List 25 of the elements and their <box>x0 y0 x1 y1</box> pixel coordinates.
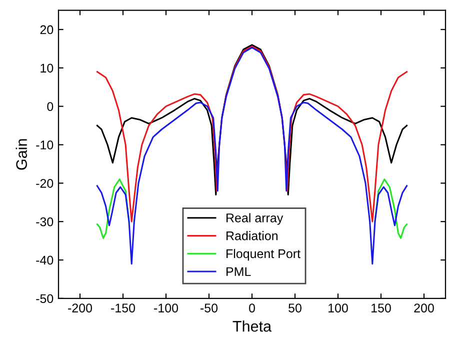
y-tick-label: -30 <box>36 217 54 226</box>
x-tick-label: 50 <box>288 304 302 312</box>
x-tick-label: 150 <box>372 304 391 312</box>
x-tick-label: 0 <box>249 304 255 312</box>
y-tick-label: -10 <box>36 140 54 150</box>
y-tick-label: -20 <box>36 178 54 188</box>
legend-label: Real array <box>226 213 284 225</box>
y-tick-label: 10 <box>40 64 54 73</box>
legend-label: Floquent Port <box>226 248 300 261</box>
x-tick-label: -200 <box>68 304 92 312</box>
y-tick-label: -50 <box>36 294 54 304</box>
y-tick-label: -40 <box>36 256 54 265</box>
y-tick-label: 20 <box>40 25 54 34</box>
line-series <box>96 44 408 196</box>
legend-label: PML <box>226 267 251 276</box>
x-tick-label: -150 <box>111 304 136 312</box>
x-tick-label: 200 <box>414 304 434 312</box>
y-tick-label: 0 <box>47 102 54 111</box>
legend-label: Radiation <box>226 231 278 240</box>
x-tick-label: 100 <box>328 304 348 312</box>
line-series <box>96 46 408 265</box>
x-tick-label: -50 <box>200 304 218 312</box>
x-axis-title: Theta <box>232 320 272 332</box>
y-axis-title: Gain <box>16 139 27 170</box>
x-tick-label: -100 <box>154 304 178 312</box>
